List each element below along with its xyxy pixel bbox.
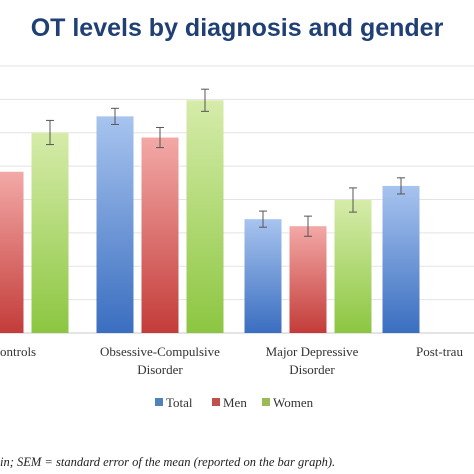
bars: [0, 100, 420, 334]
category-label: ontrols: [0, 344, 36, 359]
bar-total: [96, 116, 134, 334]
bar-women: [186, 100, 224, 333]
legend-label-total: Total: [166, 395, 193, 410]
legend-swatch-total: [155, 398, 163, 406]
error-bar-women: [349, 187, 357, 213]
error-bar-total: [397, 177, 405, 195]
error-bar-women: [201, 88, 209, 112]
category-label: Disorder: [289, 362, 335, 377]
category-label: Disorder: [137, 362, 183, 377]
chart-title: OT levels by diagnosis and gender: [30, 14, 444, 42]
error-bar-total: [111, 107, 119, 125]
bar-men: [0, 171, 24, 333]
legend-swatch-men: [212, 398, 220, 406]
bar-total: [244, 219, 282, 333]
category-label: Post-trau: [416, 344, 463, 359]
category-labels: ontrols Obsessive-Compulsive Disorder Major…: [0, 344, 463, 377]
bar-women: [334, 200, 372, 333]
error-bar-women: [46, 119, 54, 146]
legend-label-men: Men: [223, 395, 247, 410]
category-label: Major Depressive: [266, 344, 359, 359]
error-bars: [46, 88, 405, 237]
footnote: in; SEM = standard error of the mean (re…: [0, 455, 336, 469]
legend-label-women: Women: [273, 395, 314, 410]
error-bar-total: [259, 210, 267, 228]
error-bar-men: [304, 215, 312, 237]
category-label: Obsessive-Compulsive: [100, 344, 220, 359]
bar-total: [382, 185, 420, 333]
bar-men: [289, 226, 327, 333]
legend-swatch-women: [262, 398, 270, 406]
legend: Total Men Women: [155, 395, 314, 410]
bar-women: [31, 132, 69, 333]
error-bar-men: [156, 126, 164, 149]
bar-men: [141, 137, 179, 333]
